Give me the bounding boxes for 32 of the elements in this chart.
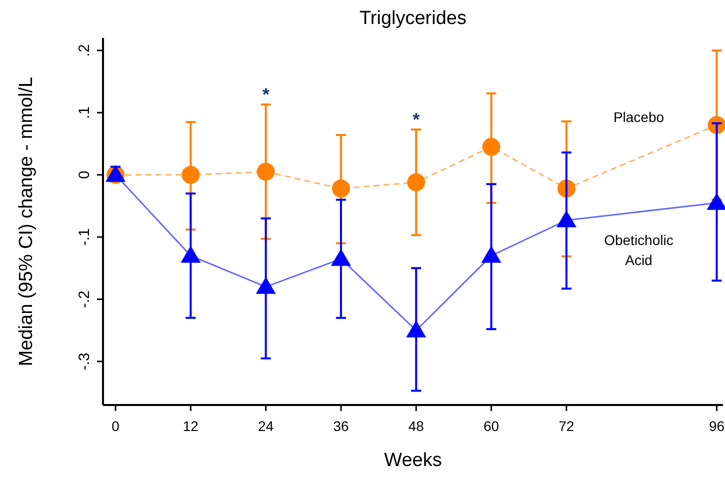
- y-tick-label: -.1: [76, 228, 93, 246]
- point: [332, 180, 350, 198]
- series-label: Obeticholic Acid: [604, 232, 674, 268]
- x-tick-label: 24: [258, 418, 274, 434]
- point: [556, 210, 576, 228]
- point: [482, 138, 500, 156]
- x-axis-title: Weeks: [384, 450, 442, 471]
- annotation: *: [412, 109, 420, 130]
- y-axis-title: Median (95% CI) change - mmol/L: [16, 76, 37, 366]
- point: [407, 173, 426, 192]
- y-tick-label: 0: [76, 170, 93, 180]
- point: [481, 246, 502, 263]
- x-tick-label: 0: [112, 418, 120, 434]
- x-tick-label: 96: [708, 418, 725, 434]
- x-tick-label: 72: [558, 418, 574, 434]
- point: [330, 248, 351, 266]
- point: [180, 246, 201, 263]
- x-tick-label: 48: [408, 418, 424, 434]
- x-tick-label: 12: [182, 418, 199, 434]
- point: [256, 162, 275, 181]
- point: [256, 276, 276, 294]
- x-tick-label: 36: [333, 418, 349, 434]
- y-tick-label: -.3: [76, 352, 93, 370]
- y-tick-label: -.2: [76, 290, 93, 308]
- y-tick-label: .2: [76, 44, 93, 57]
- point: [406, 320, 426, 338]
- x-tick-label: 60: [483, 418, 500, 434]
- annotation: *: [262, 84, 270, 105]
- y-tick-label: .1: [76, 106, 93, 119]
- point: [182, 166, 200, 184]
- chart-title: Triglycerides: [360, 8, 466, 29]
- series-label: Placebo: [613, 109, 664, 126]
